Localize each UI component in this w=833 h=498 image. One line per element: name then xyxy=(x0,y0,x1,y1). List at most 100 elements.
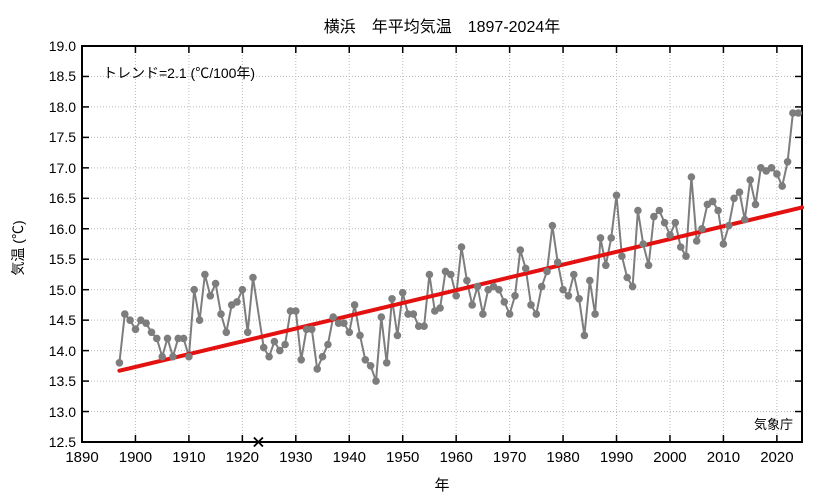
x-tick-label: 2000 xyxy=(653,449,687,466)
data-point xyxy=(324,340,332,349)
data-point xyxy=(147,328,156,337)
data-point xyxy=(185,352,193,361)
data-point xyxy=(217,310,225,318)
data-point xyxy=(559,285,567,294)
data-point xyxy=(655,206,664,215)
data-point xyxy=(153,334,161,343)
data-point xyxy=(233,298,241,306)
data-point xyxy=(318,352,327,361)
data-point xyxy=(687,173,696,181)
y-tick-label: 16.5 xyxy=(48,190,76,207)
data-point xyxy=(634,206,642,215)
data-point xyxy=(195,316,204,325)
data-point xyxy=(238,285,247,294)
data-point xyxy=(276,346,284,355)
data-point xyxy=(206,292,215,300)
data-point xyxy=(511,292,519,300)
x-tick-label: 1960 xyxy=(439,449,473,466)
x-axis-title: 年 xyxy=(434,477,450,494)
data-point xyxy=(607,234,615,242)
data-point xyxy=(698,225,706,233)
trend-annotation: トレンド=2.1 (℃/100年) xyxy=(103,65,256,81)
y-tick-label: 12.5 xyxy=(48,434,76,450)
data-point xyxy=(602,261,610,270)
data-point xyxy=(345,328,354,337)
data-point xyxy=(425,270,434,279)
data-point xyxy=(660,218,669,227)
x-tick-label: 2010 xyxy=(706,449,741,466)
y-tick-label: 15.0 xyxy=(48,281,76,298)
missing-data-marker xyxy=(253,436,264,448)
data-point xyxy=(463,276,471,285)
data-point xyxy=(436,304,444,312)
data-point xyxy=(163,334,172,343)
data-point xyxy=(270,337,279,346)
data-point xyxy=(708,197,717,206)
data-point xyxy=(313,365,322,373)
x-tick-label: 1900 xyxy=(118,449,153,466)
source-label: 気象庁 xyxy=(753,417,793,432)
data-point xyxy=(179,334,188,343)
data-point xyxy=(628,282,637,291)
x-tick-label: 1910 xyxy=(172,449,206,466)
y-tick-label: 18.5 xyxy=(48,68,76,85)
data-point xyxy=(473,282,482,291)
data-point xyxy=(131,325,140,334)
data-point xyxy=(420,322,428,331)
y-tick-label: 17.0 xyxy=(48,159,76,176)
data-point xyxy=(377,313,386,321)
y-tick-label: 17.5 xyxy=(48,129,76,146)
data-point xyxy=(201,270,209,279)
data-point xyxy=(570,270,578,279)
x-tick-label: 1940 xyxy=(332,449,366,466)
y-tick-label: 19.0 xyxy=(48,38,76,54)
data-point xyxy=(682,252,690,260)
data-point xyxy=(783,158,792,166)
data-point xyxy=(778,182,786,190)
data-point xyxy=(500,298,509,306)
data-point xyxy=(671,218,680,227)
data-point xyxy=(329,313,338,321)
data-point xyxy=(457,243,466,251)
x-tick-label: 1970 xyxy=(492,449,527,466)
data-point xyxy=(356,331,364,340)
data-point xyxy=(115,359,124,367)
data-point xyxy=(773,170,781,178)
data-point xyxy=(618,252,626,260)
data-point xyxy=(741,215,749,224)
data-point xyxy=(452,292,461,300)
data-point xyxy=(281,340,289,349)
y-tick-label: 16.0 xyxy=(48,220,76,237)
data-point xyxy=(297,356,306,364)
data-point xyxy=(211,279,220,288)
data-point xyxy=(725,221,733,230)
data-point xyxy=(340,319,348,328)
data-point xyxy=(735,188,744,196)
data-point xyxy=(623,273,631,282)
y-axis-title: 気温 (℃) xyxy=(10,220,26,276)
data-point xyxy=(644,261,653,270)
data-point xyxy=(794,109,803,117)
plot-frame xyxy=(81,45,803,443)
data-point xyxy=(553,258,562,267)
data-point xyxy=(382,359,391,367)
data-point xyxy=(350,301,359,309)
data-point xyxy=(789,109,797,117)
x-tick-label: 1890 xyxy=(65,449,99,466)
x-tick-label: 1990 xyxy=(599,449,634,466)
data-point xyxy=(714,206,722,215)
data-point xyxy=(414,322,423,331)
x-tick-label: 1950 xyxy=(386,449,420,466)
data-point xyxy=(676,243,685,251)
data-point xyxy=(612,191,621,200)
data-point xyxy=(447,270,455,279)
data-point xyxy=(564,292,573,300)
data-point xyxy=(596,234,605,242)
data-point xyxy=(548,221,557,230)
data-point xyxy=(505,310,514,318)
data-point xyxy=(730,194,738,203)
data-point xyxy=(746,176,754,184)
data-point xyxy=(249,273,257,282)
data-point xyxy=(591,310,599,318)
